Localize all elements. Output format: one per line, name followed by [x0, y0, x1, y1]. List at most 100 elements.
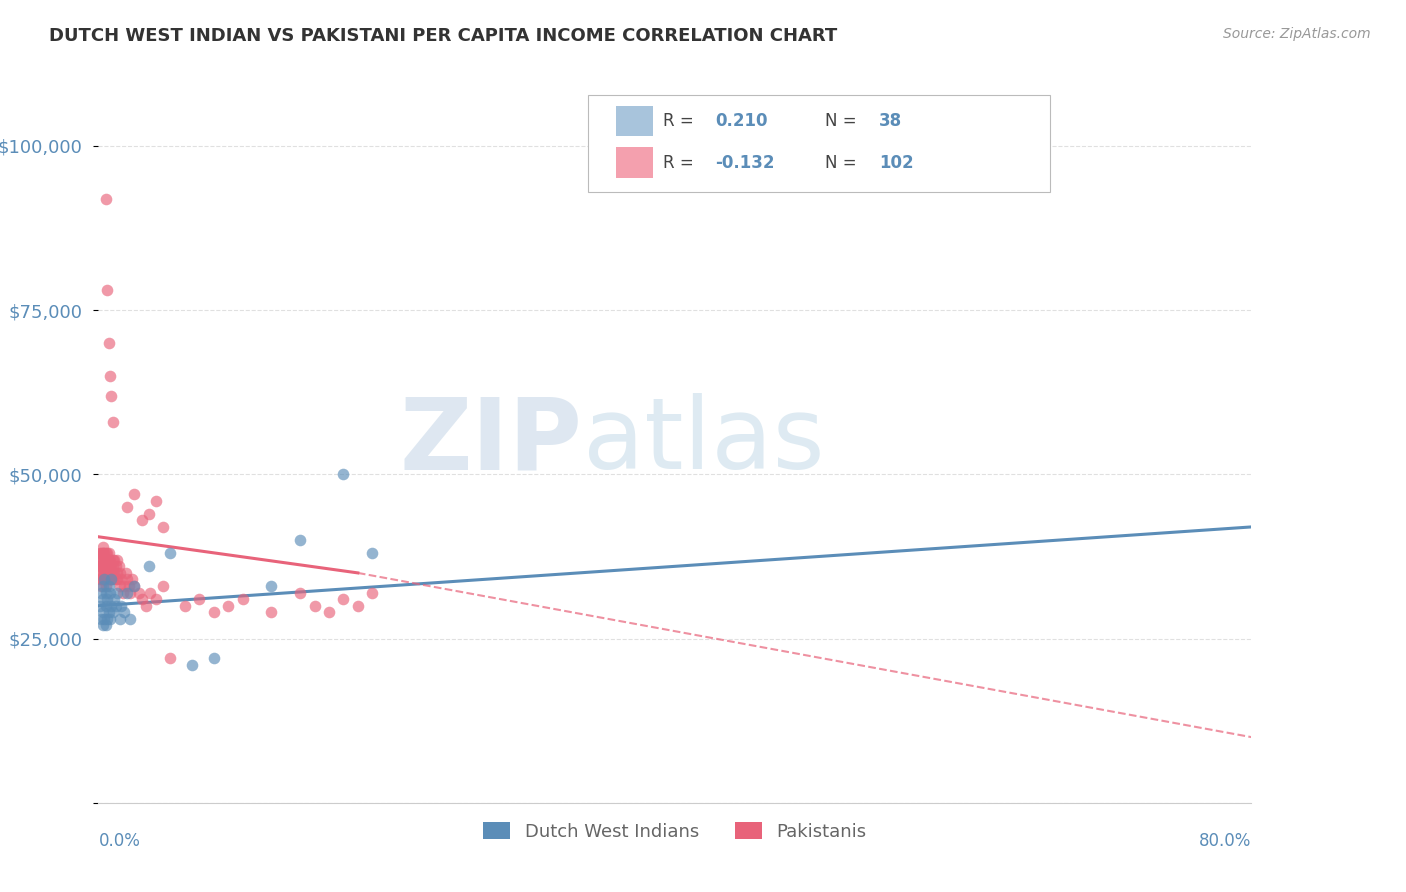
Point [97, 573, 120, 587]
Point [94, 618, 117, 632]
Point [93, 573, 115, 587]
Point [97, 605, 120, 619]
Point [94, 553, 117, 567]
Point [145, 592, 167, 607]
Point [304, 599, 326, 613]
Point [217, 599, 239, 613]
Point [100, 573, 122, 587]
Point [103, 592, 125, 607]
Point [104, 559, 127, 574]
Point [98, 612, 121, 626]
Point [94, 559, 117, 574]
Point [139, 585, 162, 599]
Point [91, 618, 114, 632]
Point [145, 493, 167, 508]
Text: Source: ZipAtlas.com: Source: ZipAtlas.com [1223, 27, 1371, 41]
FancyBboxPatch shape [589, 95, 1049, 193]
Point [128, 585, 150, 599]
Point [361, 546, 384, 560]
Point [89, 599, 111, 613]
Point [91, 546, 114, 560]
Point [91, 592, 114, 607]
Point [260, 579, 283, 593]
Point [112, 605, 135, 619]
Text: 80.0%: 80.0% [1199, 831, 1251, 850]
Point [98, 559, 121, 574]
Point [94, 566, 117, 580]
Point [103, 553, 125, 567]
Point [290, 585, 312, 599]
Point [96, 546, 118, 560]
Point [94, 192, 117, 206]
Point [101, 559, 124, 574]
Point [346, 599, 368, 613]
Point [97, 336, 120, 351]
Text: 0.210: 0.210 [716, 112, 768, 130]
Point [104, 599, 127, 613]
Point [318, 605, 340, 619]
Point [124, 579, 146, 593]
Point [90, 559, 112, 574]
Point [97, 566, 120, 580]
Point [111, 585, 134, 599]
Point [174, 599, 197, 613]
Point [108, 612, 131, 626]
Point [91, 553, 114, 567]
Point [91, 566, 114, 580]
Point [90, 566, 112, 580]
Text: 102: 102 [879, 153, 914, 171]
Point [100, 559, 122, 574]
Point [117, 585, 139, 599]
Point [94, 585, 117, 599]
Point [91, 553, 114, 567]
Point [332, 467, 354, 482]
Text: 0.0%: 0.0% [98, 831, 141, 850]
Point [112, 579, 135, 593]
Point [101, 415, 124, 429]
Point [90, 546, 112, 560]
Text: R =: R = [664, 153, 699, 171]
Point [290, 533, 312, 547]
Point [135, 599, 157, 613]
Point [152, 579, 174, 593]
Point [94, 573, 117, 587]
Point [108, 566, 131, 580]
Point [91, 559, 114, 574]
Point [98, 585, 121, 599]
Legend: Dutch West Indians, Pakistanis: Dutch West Indians, Pakistanis [475, 815, 875, 848]
Text: 38: 38 [879, 112, 903, 130]
Point [93, 553, 115, 567]
Point [105, 573, 128, 587]
Point [332, 592, 354, 607]
Point [90, 579, 112, 593]
Point [91, 559, 114, 574]
Text: -0.132: -0.132 [716, 153, 775, 171]
Point [98, 573, 121, 587]
Point [138, 559, 160, 574]
Point [104, 573, 127, 587]
Point [96, 566, 118, 580]
Point [91, 579, 114, 593]
Point [100, 388, 122, 402]
Point [101, 605, 124, 619]
Point [101, 566, 124, 580]
Point [93, 559, 115, 574]
Point [90, 573, 112, 587]
Point [202, 651, 225, 665]
Point [152, 520, 174, 534]
Point [118, 579, 141, 593]
Point [97, 559, 120, 574]
Point [93, 566, 115, 580]
Point [117, 573, 139, 587]
Point [91, 540, 114, 554]
Point [89, 573, 111, 587]
Point [96, 612, 118, 626]
Point [98, 368, 121, 383]
Point [96, 284, 118, 298]
Point [91, 546, 114, 560]
Point [121, 573, 143, 587]
Point [93, 612, 115, 626]
Point [138, 507, 160, 521]
Point [131, 513, 153, 527]
Text: R =: R = [664, 112, 699, 130]
